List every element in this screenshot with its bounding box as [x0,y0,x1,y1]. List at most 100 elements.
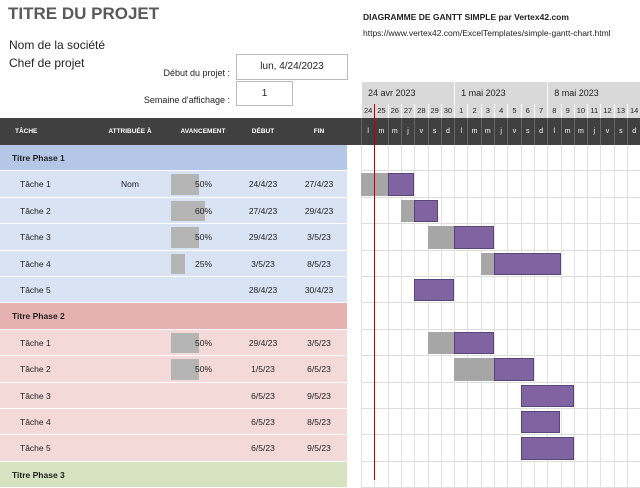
weekday: m [560,118,574,145]
gantt-cell [587,277,600,304]
gantt-cell [587,303,600,330]
gantt-cell [361,303,374,330]
gantt-cell [480,171,494,198]
gantt-cell [361,250,374,277]
gantt-cell [520,303,534,330]
gantt-cell [480,145,494,172]
end-date: 30/4/23 [304,285,334,295]
gantt-cell [440,356,454,383]
gantt-cell [400,277,414,304]
task-name: Tâche 3 [20,390,51,401]
gantt-cell [414,303,427,330]
gantt-cell [414,329,427,357]
gantt-cell [533,329,547,357]
gantt-cell [400,356,414,383]
day-number: 29 [427,104,441,118]
gantt-cell [613,250,627,277]
gantt-cell [427,382,441,409]
gantt-cell [480,409,494,436]
gantt-cell [507,197,520,225]
gantt-cell [573,171,587,198]
gantt-cell [600,382,613,409]
gantt-cell [573,409,587,436]
gantt-cell [600,197,613,225]
gantt-cell [613,409,627,436]
gantt-cell [467,277,480,304]
gantt-cell [374,329,387,357]
gantt-cell [560,303,574,330]
day-number: 25 [374,104,387,118]
gantt-cell [587,329,600,357]
gantt-cell [560,329,574,357]
gantt-cell [627,197,640,225]
gantt-cell [533,224,547,251]
gantt-cell [507,303,520,330]
weekday: d [440,118,454,145]
gantt-cell [507,461,520,488]
gantt-row [361,198,640,225]
gantt-cell [494,435,507,462]
gantt-title: DIAGRAMME DE GANTT SIMPLE par Vertex42.c… [363,12,569,22]
gantt-cell [573,382,587,409]
end-date: 8/5/23 [307,417,331,427]
gantt-cell [520,461,534,488]
gantt-cell [573,303,587,330]
gantt-row [361,277,640,304]
progress-label: 50% [194,232,212,243]
progress-label: 60% [194,205,212,216]
gantt-cell [374,250,387,277]
gantt-cell [414,224,427,251]
end-date: 9/5/23 [307,443,331,454]
gantt-cell [560,277,574,304]
gantt-cell [427,145,441,172]
gantt-bar [520,411,561,434]
gantt-cell [467,145,480,172]
gantt-cell [587,250,600,277]
task-name: Tâche 5 [20,285,51,295]
gantt-cell [494,171,507,198]
gantt-cell [414,171,427,198]
gantt-cell [361,329,374,357]
gantt-cell [627,303,640,330]
day-number: 3 [480,104,494,118]
gantt-cell [587,409,600,436]
gantt-cell [560,356,574,383]
column-header: AVANCEMENT [180,128,226,135]
start-date: 1/5/23 [251,364,275,375]
gantt-cell [520,197,534,225]
gantt-cell [587,461,600,488]
day-number: 13 [613,104,627,118]
gantt-bar [494,252,561,275]
start-date: 28/4/23 [248,285,278,295]
gantt-cell [627,409,640,436]
progress-bar [171,332,199,354]
gantt-cell [507,145,520,172]
day-number: 4 [494,104,507,118]
day-number: 8 [547,104,560,118]
gantt-done [427,331,455,355]
gantt-cell [573,197,587,225]
gantt-cell [414,250,427,277]
weekday: m [573,118,587,145]
template-url: https://www.vertex42.com/ExcelTemplates/… [363,28,611,38]
gantt-cell [627,329,640,357]
gantt-cell [547,145,560,172]
gantt-cell [547,197,560,225]
gantt-cell [533,356,547,383]
end-date: 3/5/23 [307,337,331,348]
gantt-cell [600,303,613,330]
gantt-cell [387,197,401,225]
gantt-cell [520,145,534,172]
gantt-cell [613,171,627,198]
gantt-cell [533,197,547,225]
start-value[interactable]: lun, 4/24/2023 [236,54,348,80]
day-number: 10 [573,104,587,118]
gantt-cell [480,382,494,409]
gantt-cell [440,382,454,409]
week-value[interactable]: 1 [236,81,293,106]
gantt-cell [560,461,574,488]
gantt-cell [613,303,627,330]
header-row [0,118,640,145]
task-row [0,409,347,436]
gantt-cell [374,224,387,251]
